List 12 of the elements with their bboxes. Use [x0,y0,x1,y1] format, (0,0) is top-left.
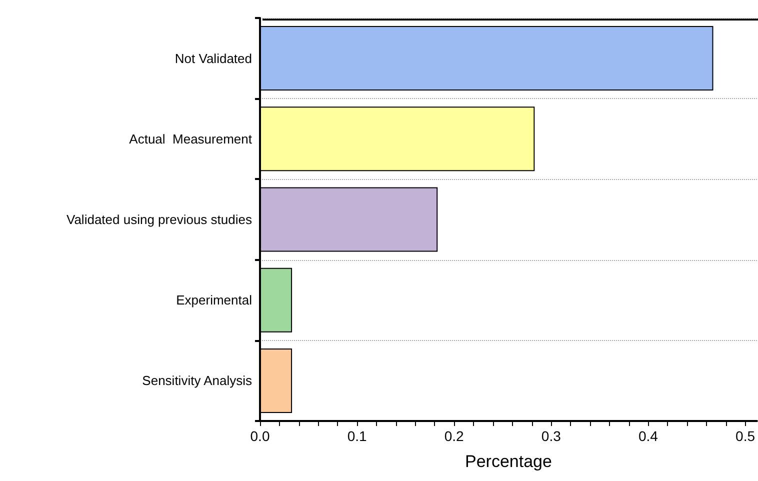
y-tick-label: Experimental [176,292,252,308]
x-tick-label: 0.4 [638,428,658,444]
y-tick-label: Actual Measurement [129,131,252,146]
x-tick-label: 0.3 [541,428,562,444]
x-tick-label: 0.0 [250,428,270,444]
y-tick-label: Validated using previous studies [66,212,252,227]
x-tick-label: 0.5 [736,428,756,444]
y-tick-label: Sensitivity Analysis [142,373,252,388]
x-axis-title: Percentage [464,452,552,471]
x-tick-label: 0.2 [444,428,464,444]
y-tick-label: Not Validated [174,50,252,66]
x-tick-label: 0.1 [347,428,367,444]
